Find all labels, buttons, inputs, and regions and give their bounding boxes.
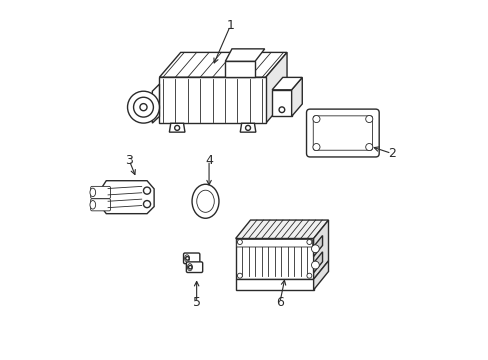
Polygon shape xyxy=(235,238,313,279)
FancyBboxPatch shape xyxy=(236,239,312,247)
Polygon shape xyxy=(291,77,302,116)
Circle shape xyxy=(365,116,372,123)
Polygon shape xyxy=(240,123,255,132)
Circle shape xyxy=(188,265,192,269)
Circle shape xyxy=(237,273,242,278)
Text: 6: 6 xyxy=(275,296,284,309)
Circle shape xyxy=(127,91,159,123)
Ellipse shape xyxy=(90,188,96,197)
FancyBboxPatch shape xyxy=(90,186,110,198)
Polygon shape xyxy=(152,84,159,123)
Ellipse shape xyxy=(90,201,96,209)
Circle shape xyxy=(312,116,319,123)
Polygon shape xyxy=(272,77,302,90)
Circle shape xyxy=(143,187,150,194)
Circle shape xyxy=(312,144,319,150)
Polygon shape xyxy=(159,53,286,77)
Circle shape xyxy=(306,273,311,278)
Text: 4: 4 xyxy=(204,154,213,167)
Polygon shape xyxy=(272,90,291,116)
Polygon shape xyxy=(313,220,328,279)
Polygon shape xyxy=(225,49,264,61)
Ellipse shape xyxy=(196,190,214,212)
Polygon shape xyxy=(225,61,255,77)
FancyBboxPatch shape xyxy=(183,253,200,264)
Text: 2: 2 xyxy=(387,147,395,160)
Polygon shape xyxy=(313,235,322,256)
Polygon shape xyxy=(169,123,184,132)
Polygon shape xyxy=(313,261,328,290)
Circle shape xyxy=(306,239,311,244)
Circle shape xyxy=(185,257,189,260)
FancyBboxPatch shape xyxy=(90,199,110,211)
FancyBboxPatch shape xyxy=(313,116,372,150)
Ellipse shape xyxy=(184,255,189,262)
Polygon shape xyxy=(101,181,154,214)
Circle shape xyxy=(311,261,319,269)
Circle shape xyxy=(245,125,250,130)
Polygon shape xyxy=(235,279,313,290)
Polygon shape xyxy=(235,220,328,238)
Polygon shape xyxy=(159,77,265,123)
FancyBboxPatch shape xyxy=(306,109,378,157)
Circle shape xyxy=(174,125,179,130)
Circle shape xyxy=(279,107,284,113)
Circle shape xyxy=(365,144,372,150)
FancyBboxPatch shape xyxy=(186,262,202,273)
Text: 1: 1 xyxy=(226,19,234,32)
Ellipse shape xyxy=(187,264,192,271)
Ellipse shape xyxy=(192,184,219,218)
Circle shape xyxy=(311,245,319,253)
Text: 5: 5 xyxy=(192,296,200,309)
Polygon shape xyxy=(313,252,322,273)
Polygon shape xyxy=(265,53,286,123)
Circle shape xyxy=(237,239,242,244)
Circle shape xyxy=(140,104,147,111)
Circle shape xyxy=(133,97,153,117)
Text: 3: 3 xyxy=(125,154,133,167)
Circle shape xyxy=(143,201,150,208)
